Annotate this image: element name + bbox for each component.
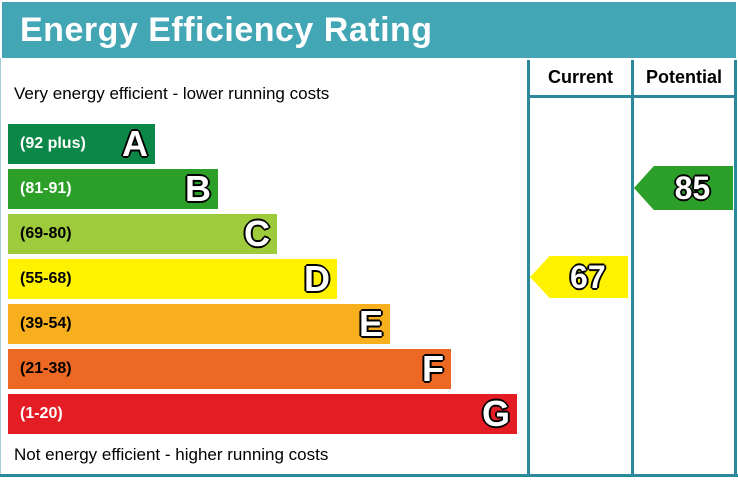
band-row-F: (21-38) F	[8, 349, 451, 389]
potential-column-header: Potential	[645, 67, 722, 87]
band-letter: A	[122, 123, 148, 164]
band-row-B: (81-91) B	[8, 169, 218, 209]
top-caption: Very energy efficient - lower running co…	[14, 84, 330, 103]
chart-title: Energy Efficiency Rating	[20, 10, 433, 49]
band-row-A: (92 plus) A	[8, 124, 155, 164]
band-letter: B	[185, 168, 211, 209]
band-range-label: (39-54)	[20, 315, 72, 332]
current-column-left-border	[527, 60, 530, 474]
band-row-C: (69-80) C	[8, 214, 277, 254]
band-range-label: (92 plus)	[20, 135, 86, 152]
chart-left-border	[0, 58, 1, 474]
bottom-caption: Not energy efficient - higher running co…	[14, 445, 329, 464]
band-row-D: (55-68) D	[8, 259, 337, 299]
band-row-E: (39-54) E	[8, 304, 390, 344]
chart-right-border	[734, 60, 737, 474]
chart-title-bar: Energy Efficiency Rating	[2, 2, 736, 58]
current-rating-value: 67	[570, 258, 606, 295]
band-range-label: (81-91)	[20, 180, 72, 197]
potential-rating-pointer: 85	[634, 166, 733, 210]
potential-rating-value: 85	[674, 169, 711, 206]
band-letter: G	[481, 393, 510, 434]
band-range-label: (55-68)	[20, 270, 72, 287]
band-letter: C	[244, 213, 270, 254]
band-letter: E	[358, 303, 383, 344]
chart-bottom-border	[0, 474, 738, 477]
header-underline	[527, 95, 737, 98]
band-range-label: (69-80)	[20, 225, 72, 242]
band-row-G: (1-20) G	[8, 394, 517, 434]
current-column-header: Current	[547, 67, 613, 87]
potential-column-left-border	[631, 60, 634, 474]
band-range-label: (1-20)	[20, 405, 63, 422]
band-range-label: (21-38)	[20, 360, 72, 377]
current-rating-pointer: 67	[530, 256, 628, 298]
band-letter: D	[304, 258, 330, 299]
band-letter: F	[422, 348, 444, 389]
